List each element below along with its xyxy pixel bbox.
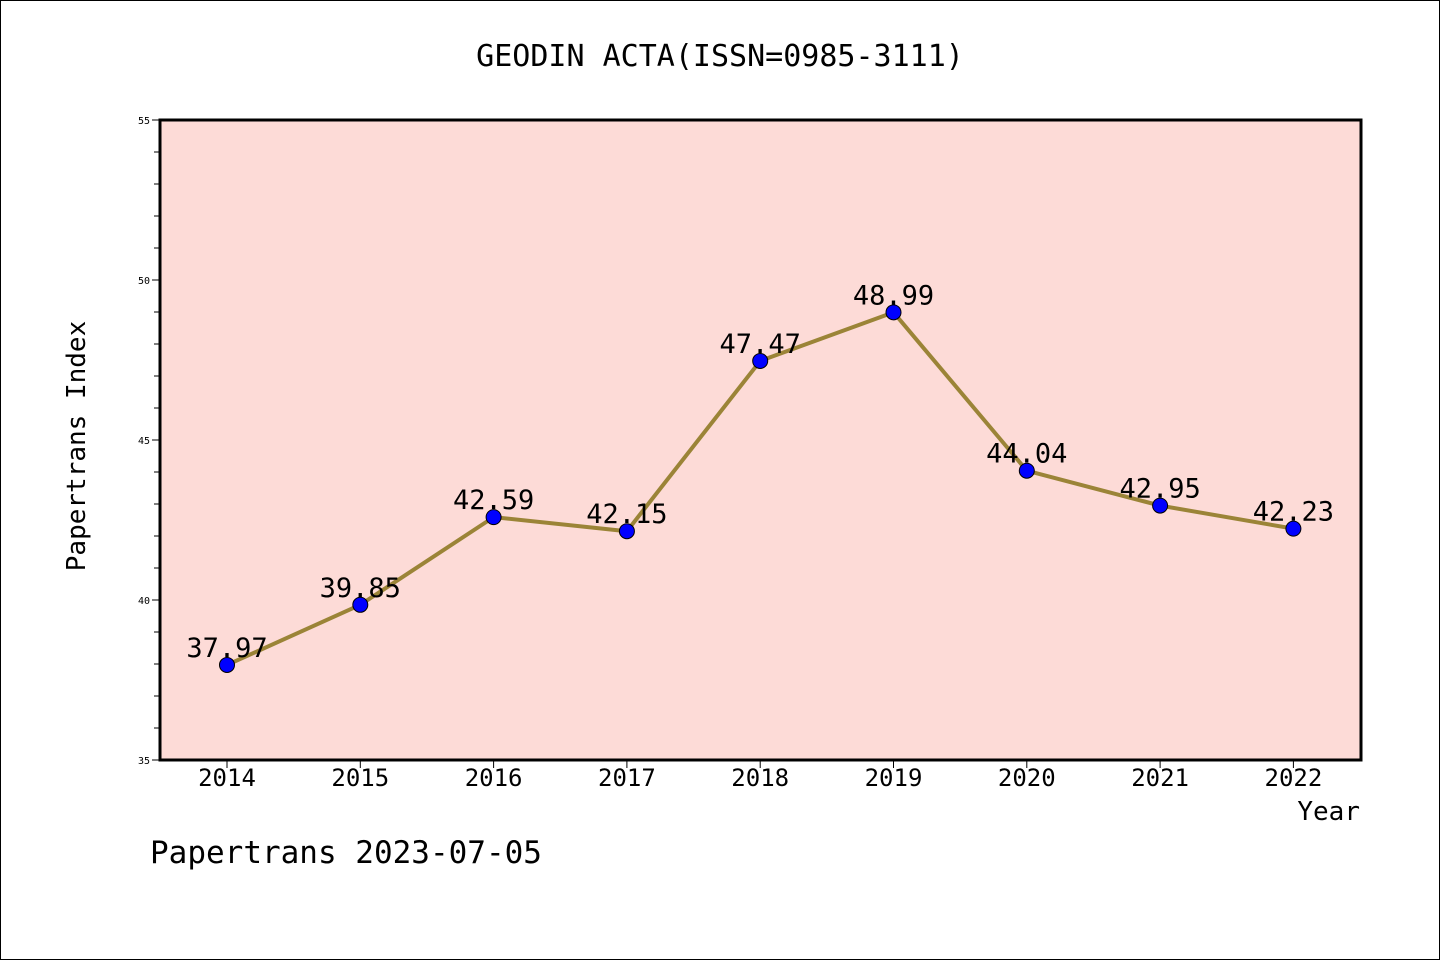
data-label: 47.47 bbox=[720, 329, 801, 360]
data-point bbox=[485, 509, 502, 526]
data-label: 44.04 bbox=[986, 439, 1067, 470]
footer-stamp: Papertrans 2023-07-05 bbox=[150, 835, 542, 871]
data-label: 37.97 bbox=[186, 633, 267, 664]
plot-border bbox=[158, 118, 1363, 762]
data-labels: 37.97 39.85 42.59 42.15 47.47 48.99 44.04 42.95… bbox=[186, 280, 1334, 664]
y-tick-label: 45 bbox=[138, 436, 150, 447]
x-tick-label: 2020 bbox=[998, 764, 1056, 792]
x-axis-label: Year bbox=[1297, 797, 1360, 827]
x-tick-label: 2021 bbox=[1131, 764, 1189, 792]
data-label: 42.59 bbox=[453, 485, 534, 516]
y-tick-label: 50 bbox=[138, 276, 150, 287]
x-tick-label: 2019 bbox=[865, 764, 923, 792]
x-tick-label: 2017 bbox=[598, 764, 656, 792]
y-tick-label: 35 bbox=[138, 756, 150, 767]
data-point bbox=[1152, 497, 1169, 514]
y-axis-label: Papertrans Index bbox=[62, 321, 92, 571]
data-point bbox=[618, 523, 635, 540]
data-point bbox=[885, 304, 902, 321]
data-markers bbox=[219, 304, 1302, 673]
chart-title: GEODIN ACTA(ISSN=0985-3111) bbox=[476, 39, 964, 74]
data-point bbox=[352, 596, 369, 613]
data-point bbox=[219, 656, 235, 673]
y-axis: 35 40 45 50 55 bbox=[138, 116, 160, 767]
data-label: 42.23 bbox=[1253, 497, 1334, 528]
x-axis: 2014 2015 2016 2017 2018 2019 2020 2021 2022 bbox=[198, 760, 1322, 792]
data-label: 42.95 bbox=[1119, 474, 1200, 505]
data-label: 48.99 bbox=[853, 280, 934, 311]
x-tick-label: 2018 bbox=[731, 764, 789, 792]
y-tick-label: 55 bbox=[138, 116, 150, 127]
plot-area bbox=[160, 120, 1361, 760]
x-tick-label: 2015 bbox=[331, 764, 389, 792]
data-label: 42.15 bbox=[586, 499, 667, 530]
x-tick-label: 2016 bbox=[465, 764, 523, 792]
y-tick-label: 40 bbox=[138, 596, 150, 607]
x-tick-label: 2014 bbox=[198, 764, 256, 792]
x-tick-label: 2022 bbox=[1265, 764, 1323, 792]
data-point bbox=[1285, 520, 1302, 537]
data-point bbox=[752, 352, 769, 369]
data-point bbox=[1018, 462, 1035, 479]
data-label: 39.85 bbox=[320, 573, 401, 604]
